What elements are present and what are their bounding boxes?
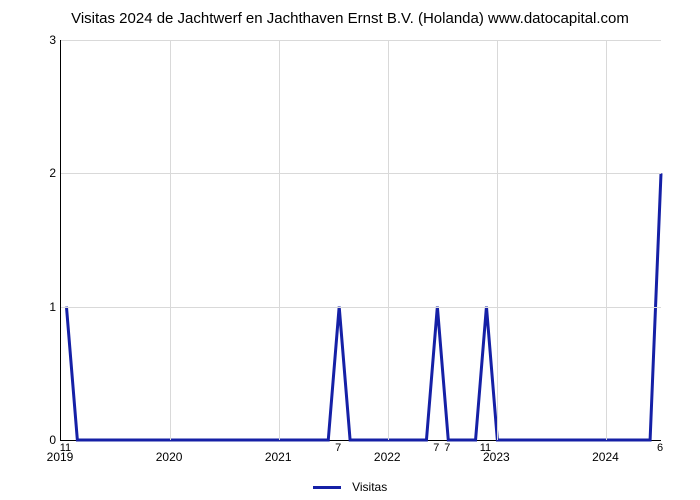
point-label: 7 bbox=[335, 442, 341, 454]
plot-area bbox=[60, 40, 661, 441]
chart-container: Visitas 2024 de Jachtwerf en Jachthaven … bbox=[0, 0, 700, 500]
legend: Visitas bbox=[0, 479, 700, 494]
gridline-v bbox=[279, 40, 280, 440]
point-label: 6 bbox=[657, 442, 663, 454]
x-tick-label: 2021 bbox=[265, 450, 292, 464]
point-label: 11 bbox=[480, 442, 491, 454]
line-series bbox=[61, 40, 661, 440]
gridline-h bbox=[61, 307, 661, 308]
point-label: 11 bbox=[60, 442, 71, 454]
legend-label: Visitas bbox=[352, 480, 387, 494]
point-label: 7 bbox=[433, 442, 439, 454]
x-tick-label: 2024 bbox=[592, 450, 619, 464]
point-label: 7 bbox=[444, 442, 450, 454]
gridline-v bbox=[497, 40, 498, 440]
x-tick-label: 2022 bbox=[374, 450, 401, 464]
y-tick-label: 1 bbox=[38, 300, 56, 314]
chart-title: Visitas 2024 de Jachtwerf en Jachthaven … bbox=[0, 10, 700, 27]
gridline-v bbox=[606, 40, 607, 440]
y-tick-label: 2 bbox=[38, 166, 56, 180]
gridline-v bbox=[170, 40, 171, 440]
gridline-h bbox=[61, 40, 661, 41]
legend-swatch bbox=[313, 486, 341, 489]
y-tick-label: 0 bbox=[38, 433, 56, 447]
x-tick-label: 2020 bbox=[156, 450, 183, 464]
y-tick-label: 3 bbox=[38, 33, 56, 47]
gridline-v bbox=[388, 40, 389, 440]
gridline-h bbox=[61, 173, 661, 174]
